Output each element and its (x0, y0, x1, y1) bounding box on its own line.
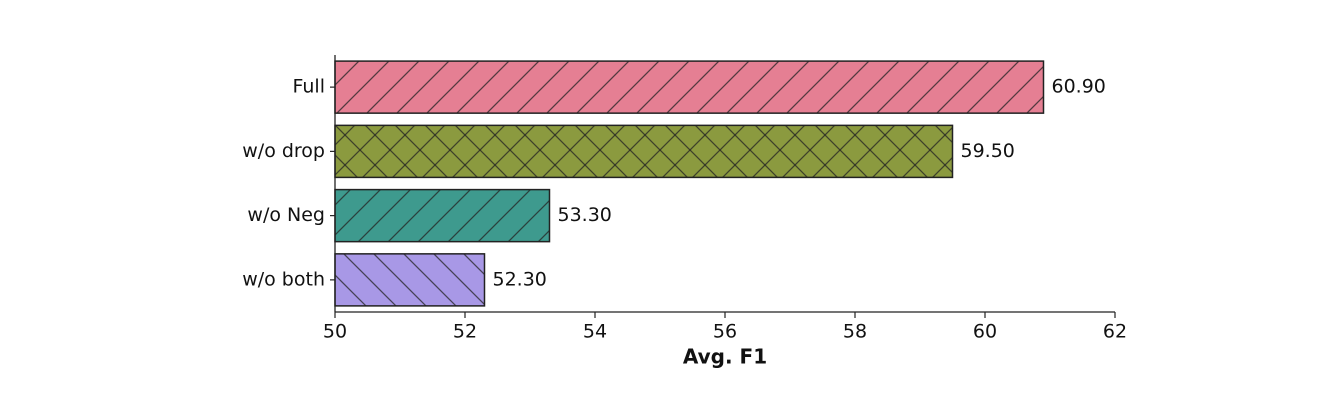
value-label: 53.30 (558, 204, 612, 226)
y-tick-label: w/o Neg (247, 204, 325, 226)
x-tick-label: 52 (453, 321, 477, 343)
x-tick-label: 60 (973, 321, 997, 343)
y-tick-label: Full (293, 76, 326, 98)
x-axis-label: Avg. F1 (683, 345, 767, 369)
x-tick-label: 50 (323, 321, 347, 343)
y-tick-label: w/o drop (242, 140, 325, 162)
bar (334, 124, 954, 179)
bar (334, 188, 551, 243)
bar (334, 60, 1045, 114)
value-label: 59.50 (961, 140, 1015, 162)
value-label: 60.90 (1052, 76, 1106, 98)
x-tick-label: 54 (583, 321, 607, 343)
y-tick-label: w/o both (242, 268, 325, 290)
x-tick-label: 56 (713, 321, 737, 343)
bar (334, 253, 486, 307)
x-tick-label: 62 (1103, 321, 1127, 343)
value-label: 52.30 (493, 268, 547, 290)
x-tick-label: 58 (843, 321, 867, 343)
